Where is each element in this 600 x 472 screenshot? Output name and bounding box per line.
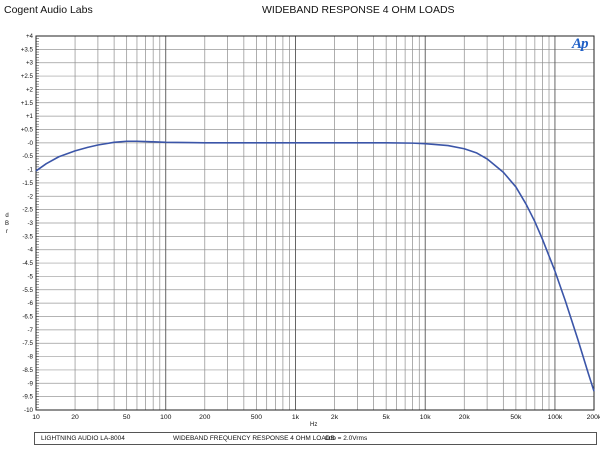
plot-frame [35,35,595,411]
x-tick-label: 5k [383,414,391,421]
y-tick-label: -1.5 [22,180,33,187]
x-tick-label: 20k [459,414,471,421]
y-tick-label: -2.5 [22,207,33,214]
y-tick-label: +1.5 [21,100,34,107]
y-tick-label: -10 [24,407,34,414]
y-tick-label: -1 [27,167,33,174]
x-tick-label: 100 [160,414,172,421]
y-tick-label: +3.5 [21,46,34,53]
x-tick-label: 10k [420,414,432,421]
y-tick-label: -9 [27,380,33,387]
y-tick-label: -6.5 [22,314,33,321]
ap-logo: Ap [572,36,588,52]
y-tick-label: -9.5 [22,394,33,401]
footer-description: WIDEBAND FREQUENCY RESPONSE 4 OHM LOADS [173,435,335,442]
chart-title: WIDEBAND RESPONSE 4 OHM LOADS [262,4,455,16]
y-tick-label: -4.5 [22,260,33,267]
x-tick-label: 200 [199,414,211,421]
x-tick-label: 50 [123,414,131,421]
y-tick-label: +4 [26,33,34,40]
y-axis-label-char: B [4,221,9,227]
x-tick-label: 500 [251,414,263,421]
lab-name: Cogent Audio Labs [4,4,93,16]
y-axis-label-char: r [6,229,8,235]
y-tick-label: -8.5 [22,367,33,374]
y-tick-label: -0.5 [22,153,33,160]
y-tick-label: -5 [27,273,33,280]
y-tick-label: -4 [27,247,33,254]
footer-bar: LIGHTNING AUDIO LA-8004 WIDEBAND FREQUEN… [34,432,597,445]
y-tick-label: +2 [26,86,34,93]
x-axis-label: Hz [310,422,318,428]
y-tick-label: +2.5 [21,73,34,80]
y-tick-label: -2 [27,193,33,200]
y-tick-label: -3 [27,220,33,227]
x-tick-label: 10 [32,414,40,421]
y-tick-label: -8 [27,354,33,361]
x-tick-label: 100k [548,414,563,421]
x-tick-label: 2k [331,414,339,421]
x-tick-label: 50k [510,414,522,421]
footer-product: LIGHTNING AUDIO LA-8004 [41,435,125,442]
y-tick-label: +1 [26,113,34,120]
y-tick-label: +0.5 [21,127,34,134]
x-tick-label: 200k [587,414,600,421]
y-tick-label: -5.5 [22,287,33,294]
y-axis-label-char: d [5,213,9,219]
x-tick-label: 20 [71,414,79,421]
y-tick-label: -7 [27,327,33,334]
footer-reference: 0db = 2.0Vrms [325,435,368,442]
x-tick-label: 1k [292,414,300,421]
y-tick-label: +3 [26,60,34,67]
y-tick-label: -7.5 [22,340,33,347]
y-tick-label: -0 [27,140,33,147]
y-tick-label: -6 [27,300,33,307]
response-series-line [35,140,595,392]
y-tick-label: -3.5 [22,233,33,240]
